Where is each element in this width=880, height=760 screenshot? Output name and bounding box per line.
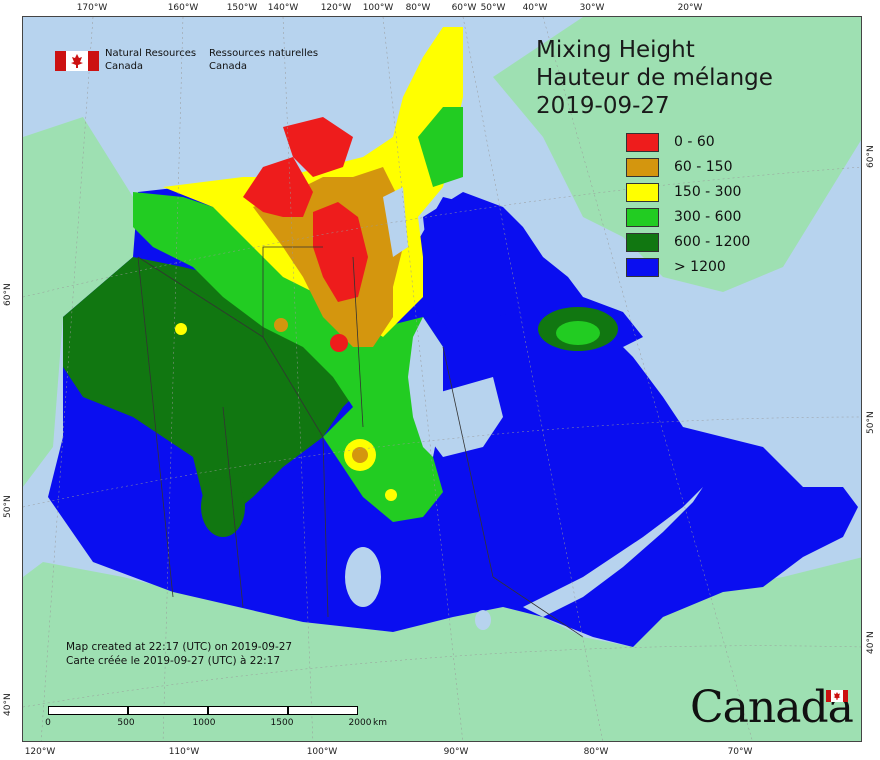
right-lat-label: 40°N <box>866 631 876 654</box>
green-north <box>418 107 463 187</box>
bottom-graticule-labels: 120°W 110°W 100°W 90°W 80°W 70°W <box>0 744 880 760</box>
right-lat-label: 60°N <box>866 145 876 168</box>
agency-fr-line1: Ressources naturelles <box>209 48 319 59</box>
red-spot <box>330 334 348 352</box>
top-lon-label: 40°W <box>522 3 548 13</box>
top-lon-label: 150°W <box>226 3 258 13</box>
green-region <box>133 192 443 522</box>
top-lon-label: 160°W <box>167 3 199 13</box>
scale-unit: km <box>373 718 387 728</box>
lake <box>475 610 491 630</box>
greenland-land <box>493 17 861 292</box>
scale-tick-label: 2000 <box>348 718 372 728</box>
legend-swatch <box>626 183 659 202</box>
scale-tick-label: 1000 <box>192 718 216 728</box>
green-patch-quebec-inner <box>556 321 600 345</box>
agency-fr-line2: Canada <box>209 61 248 72</box>
red-region <box>243 157 313 217</box>
title-date: 2019-09-27 <box>536 93 670 119</box>
orange-spot <box>274 318 288 332</box>
agency-en-line1: Natural Resources <box>105 48 197 59</box>
bottom-lon-label: 100°W <box>306 747 338 757</box>
top-lon-label: 50°W <box>480 3 506 13</box>
yellow-spot <box>385 489 397 501</box>
orange-spot <box>352 447 368 463</box>
scale-segment <box>208 706 288 715</box>
bottom-lon-label: 80°W <box>583 747 609 757</box>
legend-label: 150 - 300 <box>674 184 742 200</box>
scale-segment <box>128 706 208 715</box>
legend-swatch <box>626 133 659 152</box>
map-drawing <box>23 17 861 741</box>
top-lon-label: 120°W <box>320 3 352 13</box>
left-lat-label: 50°N <box>3 495 13 518</box>
scale-tick-label: 500 <box>117 718 135 728</box>
agency-name-en: Natural Resources Canada <box>105 47 196 73</box>
map-canvas[interactable]: Natural Resources Canada Ressources natu… <box>22 16 862 742</box>
scale-segment <box>48 706 128 715</box>
top-lon-label: 80°W <box>405 3 431 13</box>
yellow-spot <box>175 323 187 335</box>
legend-swatch <box>626 258 659 277</box>
red-region <box>283 117 353 177</box>
legend-label: > 1200 <box>674 259 726 275</box>
title-en: Mixing Height <box>536 37 695 63</box>
scale-bar: 0 500 1000 1500 2000 km <box>45 704 387 728</box>
agency-en-line2: Canada <box>105 61 144 72</box>
green-patch-south <box>201 477 245 537</box>
bottom-lon-label: 120°W <box>24 747 56 757</box>
bottom-lon-label: 90°W <box>443 747 469 757</box>
top-lon-label: 100°W <box>362 3 394 13</box>
province-boundaries <box>137 246 584 638</box>
creation-note-fr: Carte créée le 2019-09-27 (UTC) à 22:17 <box>66 655 281 667</box>
pacific-water <box>23 447 78 577</box>
bottom-lon-label: 70°W <box>727 747 753 757</box>
title-fr: Hauteur de mélange <box>536 65 773 91</box>
right-lat-label: 50°N <box>866 411 876 434</box>
scale-tick-label: 1500 <box>270 718 294 728</box>
usa-land <box>23 557 861 741</box>
canada-flag-icon <box>55 51 99 71</box>
st-lawrence <box>523 487 703 617</box>
map-title: Mixing Height Hauteur de mélange 2019-09… <box>536 36 773 120</box>
legend-swatch <box>626 208 659 227</box>
legend-swatch <box>626 158 659 177</box>
legend-label: 600 - 1200 <box>674 234 751 250</box>
left-lat-label: 60°N <box>3 283 13 306</box>
top-lon-label: 60°W <box>451 3 477 13</box>
top-lon-label: 140°W <box>267 3 299 13</box>
wordmark-flag-icon <box>826 690 848 702</box>
top-lon-label: 20°W <box>677 3 703 13</box>
lake <box>345 547 381 607</box>
left-lat-label: 40°N <box>3 693 13 716</box>
creation-note: Map created at 22:17 (UTC) on 2019-09-27… <box>66 640 292 668</box>
scale-tick-label: 0 <box>45 718 51 728</box>
hudson-bay <box>423 377 503 457</box>
top-lon-label: 170°W <box>76 3 108 13</box>
scale-segment <box>288 706 358 715</box>
legend-label: 300 - 600 <box>674 209 742 225</box>
legend-swatch <box>626 233 659 252</box>
legend-label: 0 - 60 <box>674 134 715 150</box>
agency-name-fr: Ressources naturelles Canada <box>209 47 318 73</box>
creation-note-en: Map created at 22:17 (UTC) on 2019-09-27 <box>66 641 293 653</box>
top-graticule-labels: 170°W 160°W 150°W 140°W 120°W 100°W 80°W… <box>0 0 880 16</box>
bottom-lon-label: 110°W <box>168 747 200 757</box>
graticule-lines <box>23 17 861 741</box>
top-lon-label: 30°W <box>579 3 605 13</box>
legend-label: 60 - 150 <box>674 159 733 175</box>
